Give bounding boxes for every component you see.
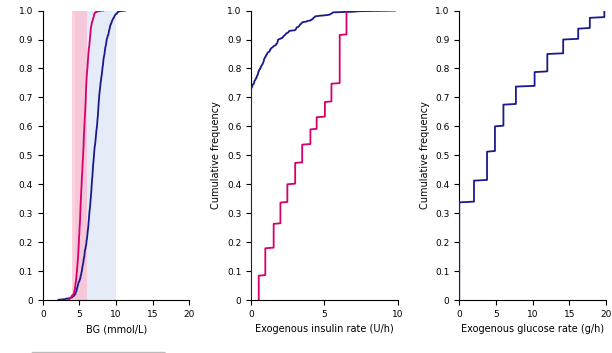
Bar <box>72 11 87 300</box>
Y-axis label: Cumulative frequency: Cumulative frequency <box>211 101 222 209</box>
X-axis label: Exogenous glucose rate (g/h): Exogenous glucose rate (g/h) <box>461 324 604 334</box>
Legend: Glucontrol B target band, SL1 target band, STAR-Liege 1, Glucontrol B: Glucontrol B target band, SL1 target ban… <box>31 352 165 353</box>
Y-axis label: Cumulative frequency: Cumulative frequency <box>420 101 430 209</box>
X-axis label: Exogenous insulin rate (U/h): Exogenous insulin rate (U/h) <box>255 324 394 334</box>
Bar <box>75 11 116 300</box>
X-axis label: BG (mmol/L): BG (mmol/L) <box>86 324 147 334</box>
